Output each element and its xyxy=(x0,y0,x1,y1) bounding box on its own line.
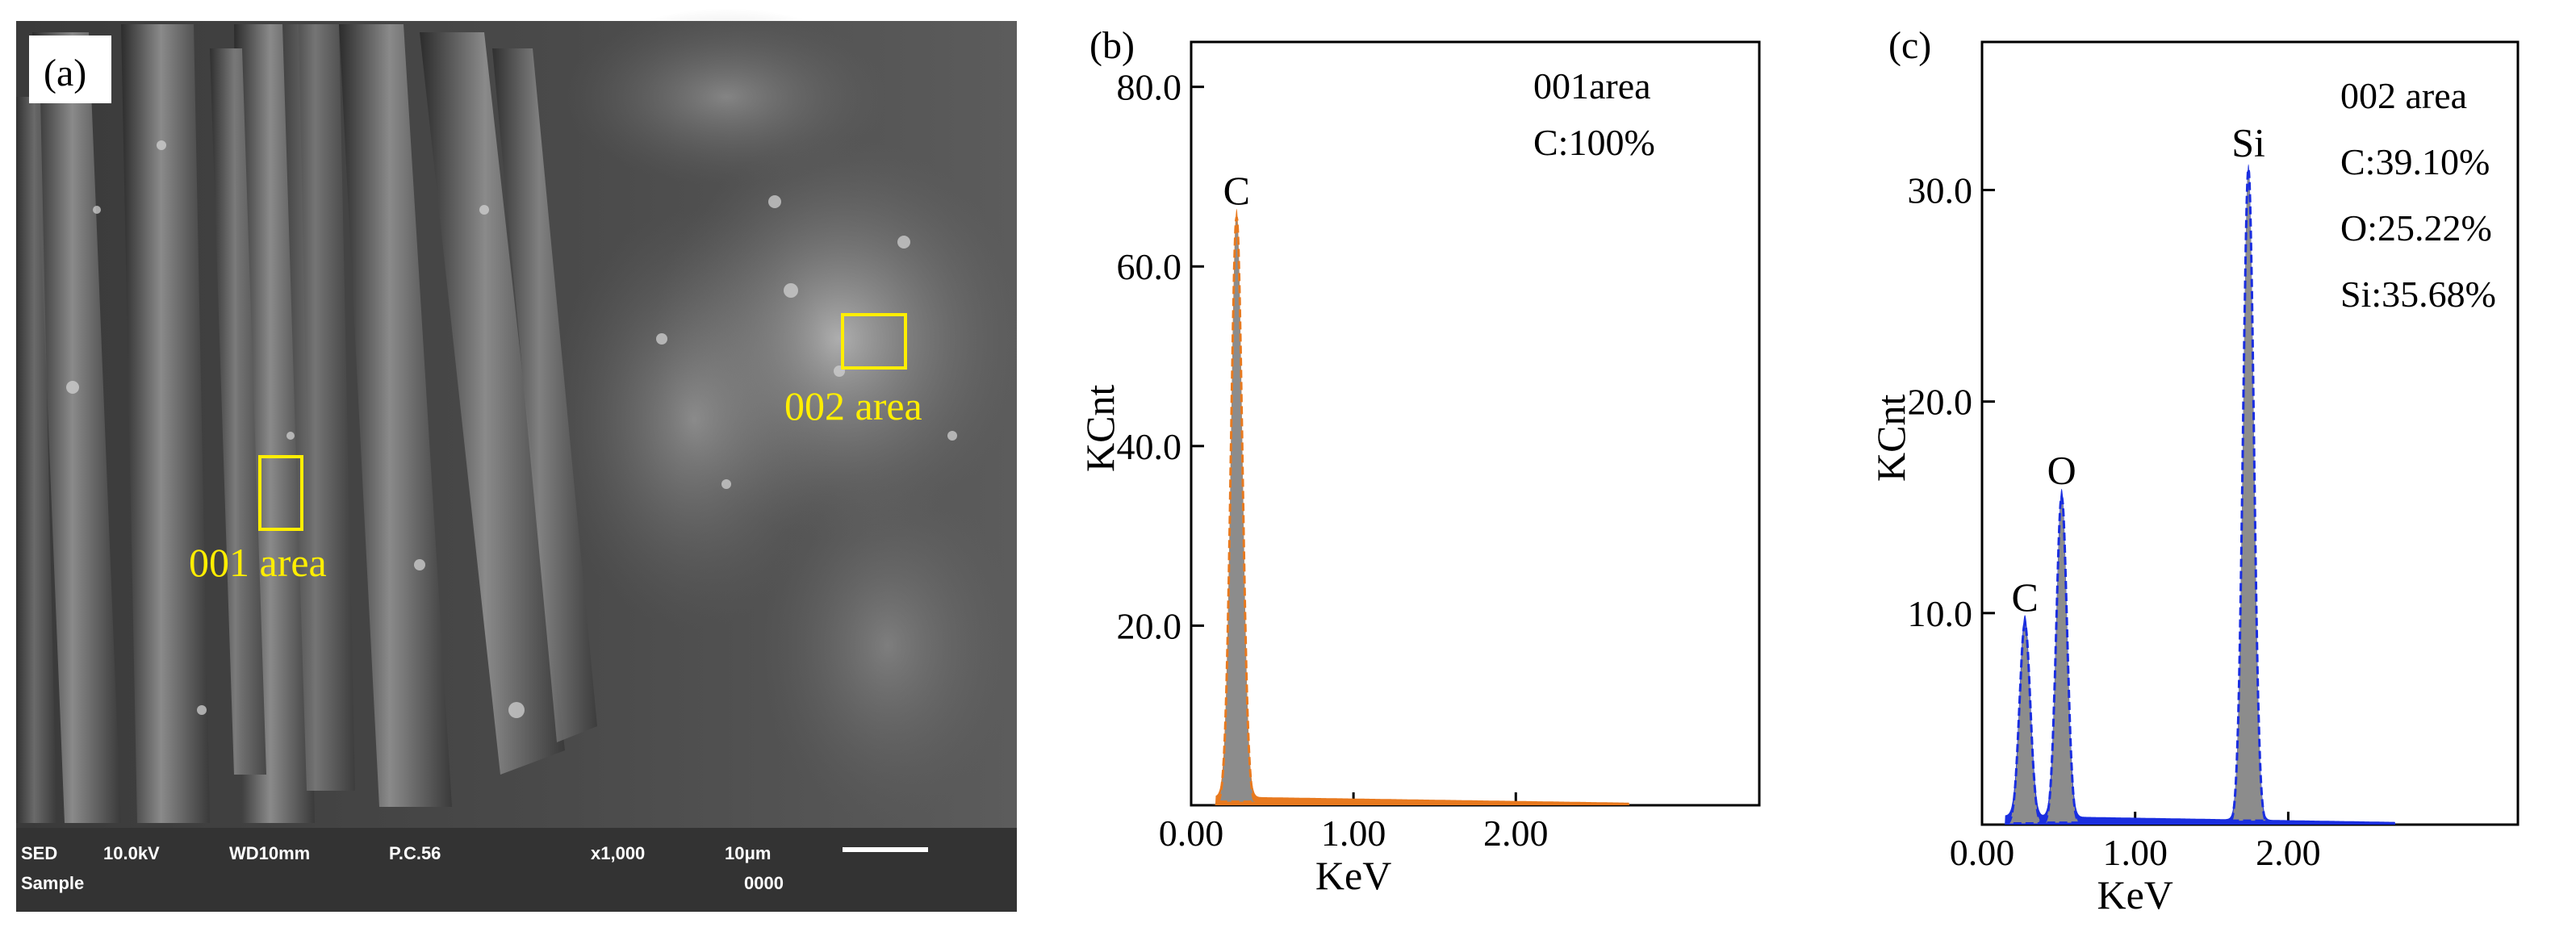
b-xtick-label: 2.00 xyxy=(1483,813,1549,854)
panel-a-label: (a) xyxy=(44,52,86,94)
area-001-marker xyxy=(258,455,303,531)
b-ytick-label: 40.0 xyxy=(1117,426,1182,467)
chart-c-annotation-oxygen: O:25.22% xyxy=(2340,207,2492,249)
chart-b-xlabel: KeV xyxy=(1315,853,1391,898)
chart-b-annotation-carbon: C:100% xyxy=(1533,122,1655,163)
c-xtick-label: 1.00 xyxy=(2102,832,2168,873)
c-peak-label-c: C xyxy=(2011,574,2038,620)
panel-b: (b) KCnt KeV 001area C:100% 20.0 40.0 60.0… xyxy=(1049,0,1808,936)
chart-c-xlabel: KeV xyxy=(2097,872,2173,917)
sem-voltage: 10.0kV xyxy=(103,843,160,863)
sem-magnification: x1,000 xyxy=(591,843,645,863)
sem-wd: WD10mm xyxy=(229,843,310,863)
c-ytick-label: 30.0 xyxy=(1908,170,1973,211)
sem-mode: SED xyxy=(21,843,57,863)
sem-sample: Sample xyxy=(21,873,84,893)
chart-c-panel-label: (c) xyxy=(1888,24,1931,67)
chart-c-annotation-carbon: C:39.10% xyxy=(2340,141,2490,182)
b-peak-label-c: C xyxy=(1223,168,1250,213)
c-xtick-label: 2.00 xyxy=(2256,832,2321,873)
b-ytick-label: 80.0 xyxy=(1117,67,1182,108)
b-xtick-label: 1.00 xyxy=(1321,813,1386,854)
b-peak-c xyxy=(1216,216,1257,804)
carbon-fibers xyxy=(16,24,597,823)
chart-c-annotation-area: 002 area xyxy=(2340,75,2467,116)
chart-c-ylabel: KCnt xyxy=(1868,395,1913,482)
panel-a-label-box xyxy=(29,36,111,103)
c-ytick-label: 20.0 xyxy=(1908,382,1973,423)
area-001-label: 001 area xyxy=(189,540,327,585)
c-peak-si xyxy=(2229,169,2268,822)
eds-chart-c: (c) KCnt KeV 002 area C:39.10% O:25.22% … xyxy=(1868,24,2520,917)
sem-info-bar xyxy=(16,828,1017,912)
area-002-marker xyxy=(841,313,907,370)
b-ytick-label: 20.0 xyxy=(1117,605,1182,646)
b-ytick-label: 60.0 xyxy=(1117,246,1182,287)
c-xtick-label: 0.00 xyxy=(1950,832,2015,873)
chart-c-annotation-silicon: Si:35.68% xyxy=(2340,274,2496,315)
chart-b-panel-label: (b) xyxy=(1089,24,1135,67)
sem-image: SED 10.0kV WD10mm P.C.56 x1,000 10μm Sam… xyxy=(16,8,1025,912)
c-peak-c xyxy=(2004,620,2046,825)
c-ytick-label: 10.0 xyxy=(1908,593,1973,634)
sem-scale-value: 10μm xyxy=(725,843,772,863)
b-spectrum-background xyxy=(1211,208,1630,806)
c-peak-o xyxy=(2042,492,2081,825)
eds-chart-b: (b) KCnt KeV 001area C:100% 20.0 40.0 60.0… xyxy=(1077,24,1761,898)
panel-a: SED 10.0kV WD10mm P.C.56 x1,000 10μm Sam… xyxy=(0,0,1025,936)
chart-b-ylabel: KCnt xyxy=(1077,385,1123,472)
panel-c: (c) KCnt KeV 002 area C:39.10% O:25.22% … xyxy=(1848,0,2576,936)
area-002-label: 002 area xyxy=(784,383,922,428)
chart-b-annotation-area: 001area xyxy=(1533,65,1651,107)
c-peak-label-o: O xyxy=(2047,448,2076,493)
c-peak-label-si: Si xyxy=(2231,119,2265,165)
b-xtick-label: 0.00 xyxy=(1159,813,1224,854)
sem-number: 0000 xyxy=(744,873,784,893)
b-plot-frame xyxy=(1190,40,1761,807)
sem-scale-bar xyxy=(843,847,928,852)
sem-pc: P.C.56 xyxy=(389,843,441,863)
